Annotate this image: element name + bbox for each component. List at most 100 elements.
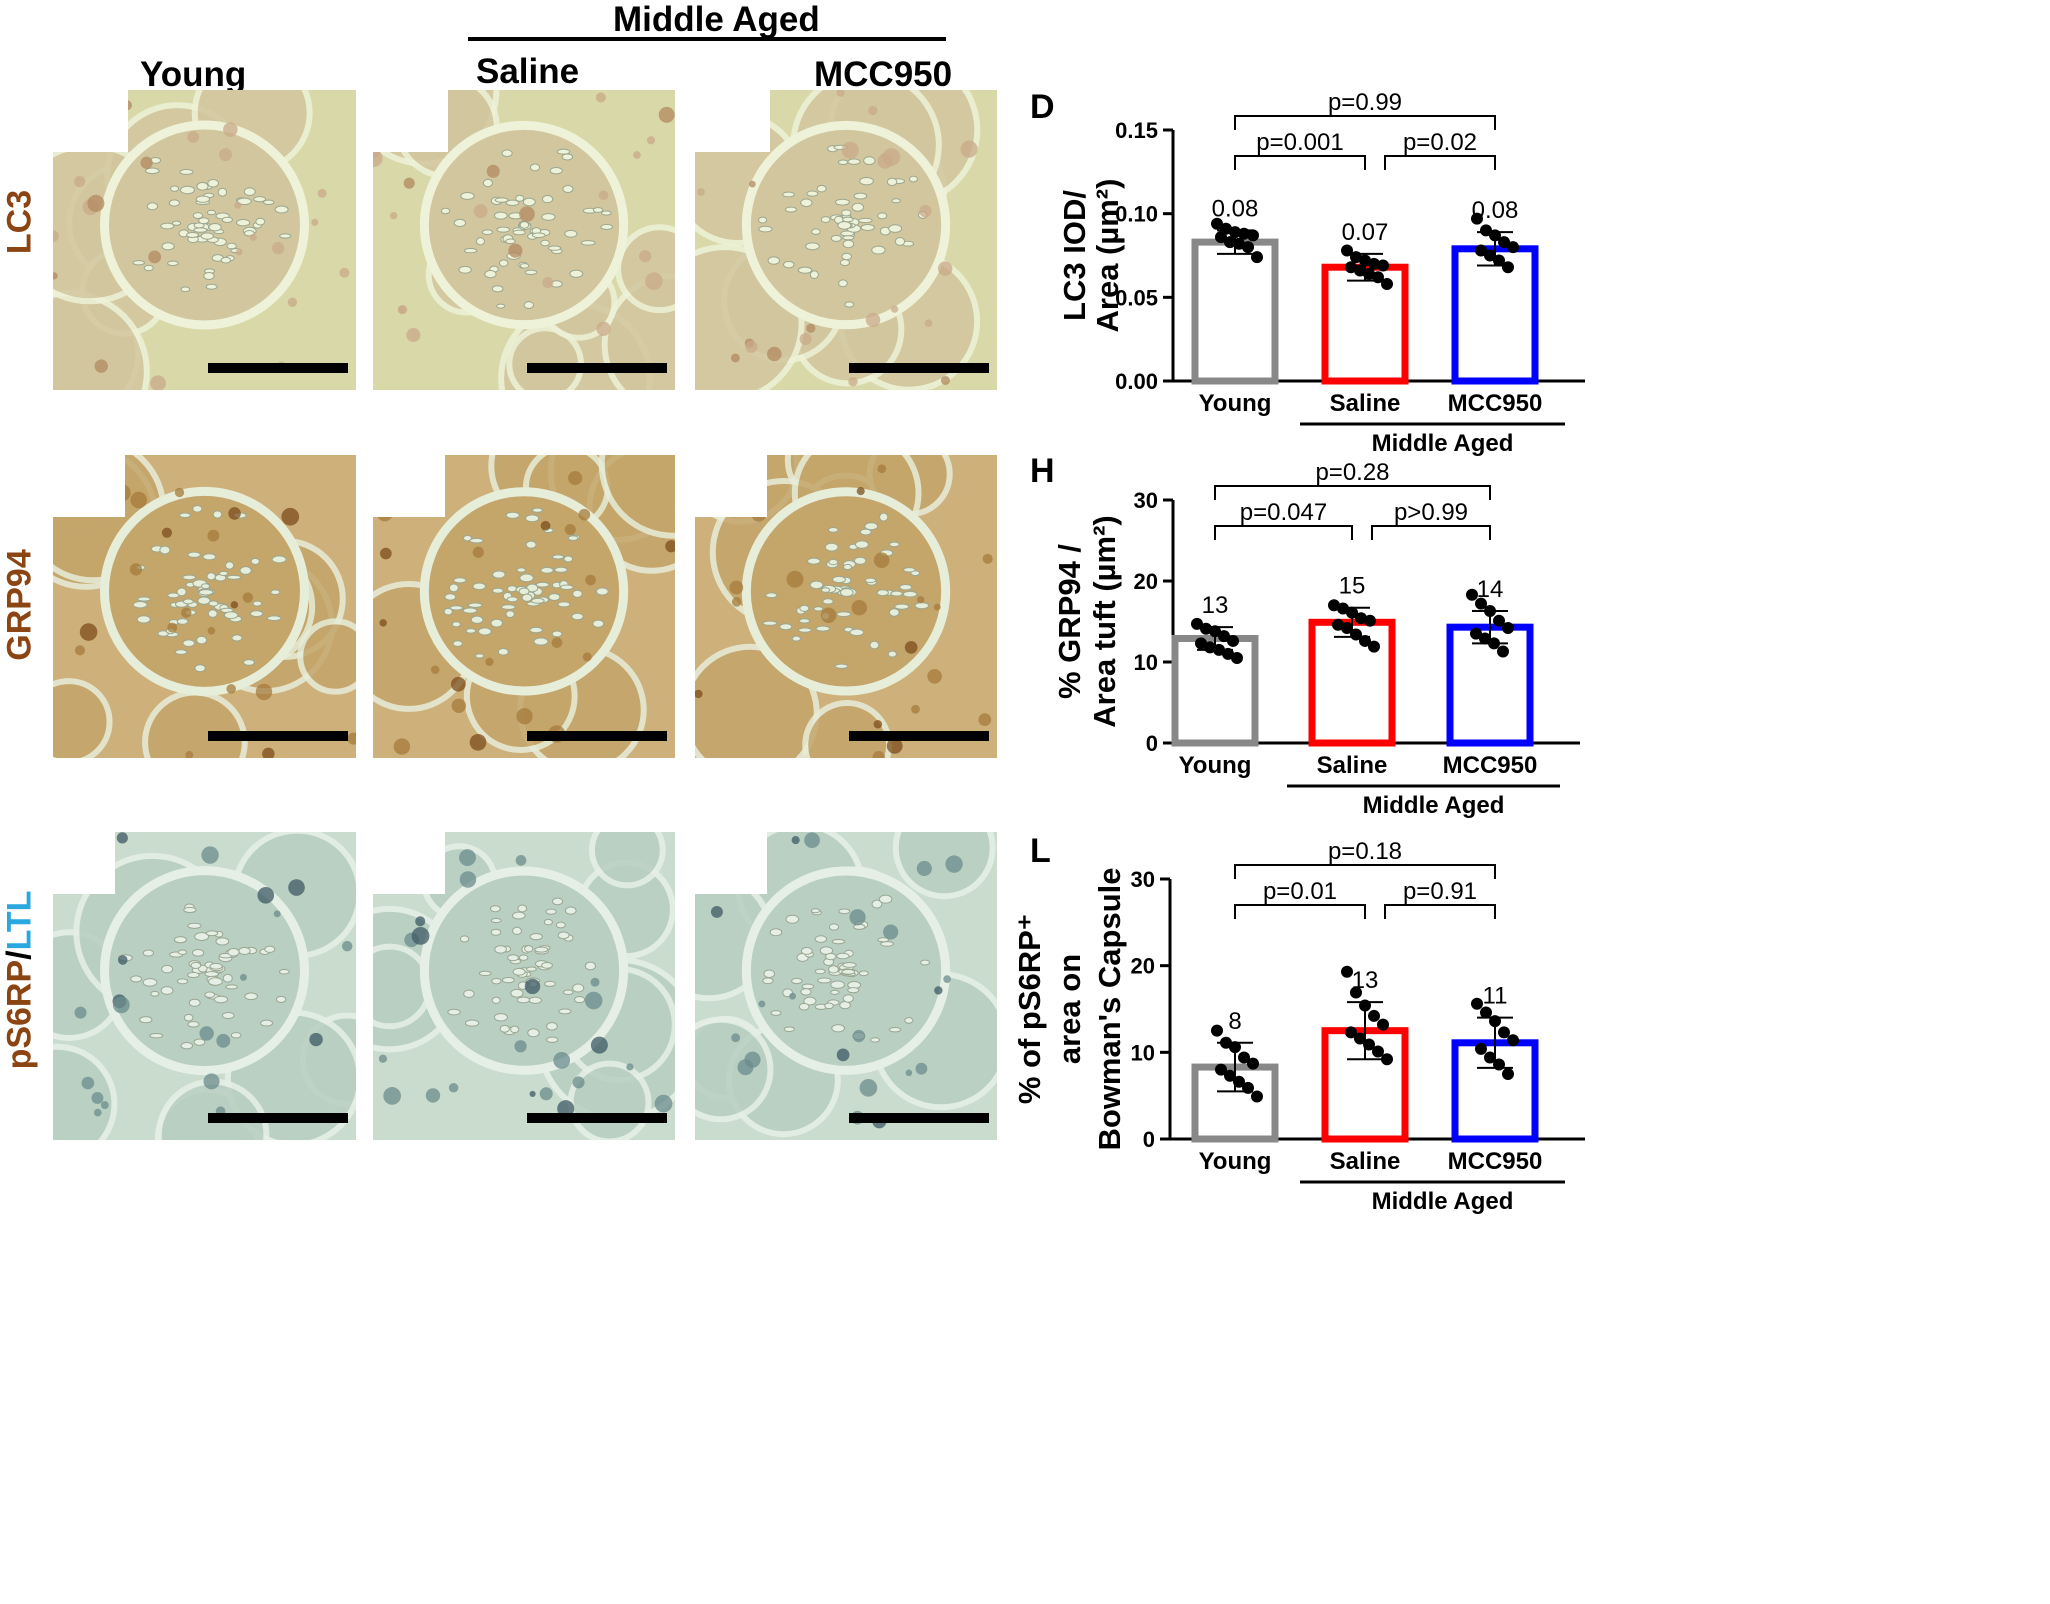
- stain-spot: [451, 698, 467, 713]
- data-point-l: [1372, 1045, 1384, 1058]
- y-tick-label-h: 10: [1134, 650, 1158, 675]
- capillary: [858, 217, 873, 224]
- capillary: [142, 949, 155, 957]
- data-point-h: [1479, 632, 1491, 645]
- capillary: [529, 626, 543, 634]
- bar-label-l: 11: [1483, 983, 1508, 1010]
- capillary: [493, 1013, 508, 1022]
- capillary: [252, 600, 263, 607]
- stain-spot: [199, 1026, 214, 1041]
- data-point-h: [1337, 602, 1349, 615]
- data-point-d: [1507, 241, 1519, 254]
- capillary: [193, 1038, 206, 1046]
- capillary: [220, 256, 232, 264]
- stain-spot: [203, 1073, 220, 1090]
- p-value-label-l: p=0.18: [1328, 838, 1402, 865]
- capillary: [851, 202, 865, 212]
- category-label-h: Saline: [1317, 752, 1388, 779]
- panel-corner-notch: [373, 90, 448, 152]
- capillary: [198, 217, 210, 225]
- stain-spot: [933, 603, 941, 611]
- capillary: [600, 223, 614, 230]
- capillary: [785, 914, 800, 924]
- capillary: [453, 577, 467, 584]
- data-point-l: [1480, 1006, 1492, 1019]
- capillary: [540, 239, 550, 247]
- capillary: [825, 952, 837, 961]
- capillary: [800, 198, 813, 208]
- capillary: [238, 947, 251, 955]
- stain-spot: [174, 487, 185, 498]
- stain-spot: [187, 131, 200, 143]
- capillary: [142, 978, 158, 987]
- y-tick-label-h: 20: [1134, 569, 1158, 594]
- stain-spot: [582, 652, 592, 662]
- stain-spot: [804, 832, 820, 849]
- capillary: [444, 593, 457, 601]
- capillary: [215, 937, 230, 946]
- capillary: [584, 961, 596, 971]
- scale-bar: [527, 1113, 667, 1123]
- capillary: [834, 663, 849, 669]
- capillary: [864, 522, 879, 531]
- capillary: [490, 917, 502, 924]
- capillary: [525, 540, 537, 549]
- capillary: [523, 301, 535, 310]
- capillary: [524, 945, 534, 953]
- stain-spot: [272, 242, 285, 255]
- stain-spot: [411, 927, 430, 945]
- capillary: [177, 949, 188, 956]
- capillary: [236, 197, 252, 206]
- stain-spot: [841, 141, 859, 159]
- bar-label-h: 15: [1339, 573, 1366, 600]
- stain-spot: [341, 940, 353, 952]
- y-tick-label-d: 0.15: [1115, 118, 1158, 143]
- stain-spot: [230, 601, 239, 609]
- capillary: [528, 996, 542, 1004]
- stain-spot: [917, 596, 925, 604]
- data-point-d: [1502, 261, 1514, 274]
- capillary: [498, 259, 509, 267]
- scale-bar: [527, 363, 667, 373]
- capillary: [769, 928, 783, 937]
- stain-spot: [882, 148, 901, 166]
- category-label-l: Young: [1199, 1148, 1272, 1175]
- data-point-l: [1215, 1063, 1227, 1076]
- capillary: [836, 611, 852, 617]
- capillary: [492, 570, 506, 579]
- capillary: [820, 216, 831, 223]
- data-point-l: [1507, 1034, 1519, 1047]
- stain-spot: [557, 1100, 575, 1118]
- capillary: [193, 227, 208, 233]
- stain-spot: [87, 194, 105, 212]
- capillary: [472, 582, 486, 591]
- stain-spot: [883, 924, 899, 940]
- data-point-l: [1354, 1032, 1366, 1045]
- stain-spot: [872, 751, 885, 758]
- stain-spot: [317, 188, 327, 198]
- capillary: [533, 637, 549, 646]
- category-label-l: MCC950: [1448, 1148, 1543, 1175]
- capillary: [843, 563, 853, 571]
- capillary: [159, 545, 171, 555]
- capillary: [173, 936, 187, 944]
- data-point-l: [1220, 1036, 1232, 1049]
- capillary: [554, 566, 568, 573]
- capillary: [467, 602, 483, 608]
- stain-spot: [339, 267, 350, 278]
- capillary: [888, 608, 900, 617]
- stain-spot: [919, 204, 932, 218]
- stain-spot: [239, 973, 247, 981]
- y-axis-label-d: Area (µm²): [1090, 179, 1125, 333]
- capillary: [167, 260, 179, 267]
- capillary: [469, 537, 484, 544]
- data-point-h: [1227, 634, 1239, 647]
- capillary: [506, 585, 518, 593]
- capillary: [180, 1042, 194, 1050]
- tubule: [802, 700, 893, 758]
- capillary: [869, 640, 880, 650]
- y-axis-label-l: area on: [1052, 954, 1087, 1064]
- category-label-d: Young: [1199, 390, 1272, 417]
- capillary: [510, 1025, 520, 1034]
- p-value-label-h: p=0.047: [1240, 499, 1327, 526]
